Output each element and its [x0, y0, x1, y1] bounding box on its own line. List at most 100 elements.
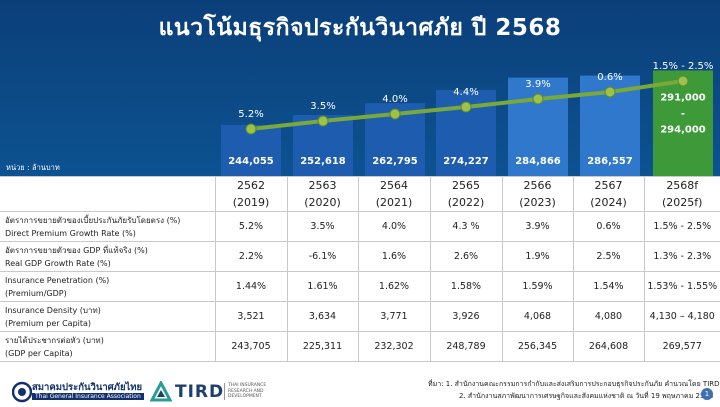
year-sub-label: (2021) [375, 196, 413, 209]
table-cell: 1.5% - 2.5% [643, 211, 720, 242]
row-label-en: (GDP per Capita) [5, 348, 73, 358]
table-cell: 4,080 [572, 301, 644, 332]
year-header: 2567 (2024) [572, 176, 644, 212]
table-cell: 269,577 [643, 331, 720, 362]
table-cell: 256,345 [501, 331, 573, 362]
row-label: Insurance Penetration (%) (Premium/GDP) [0, 271, 215, 302]
table-cell: 1.9% [501, 241, 573, 272]
table-cell: 225,311 [286, 331, 358, 362]
forecast-bar-label: 294,000 [660, 124, 706, 135]
table-cell: 243,705 [214, 331, 287, 362]
year-label: 2567 [594, 179, 623, 192]
source-note-2: 2. สำนักงานสภาพัฒนาการเศรษฐกิจและสังคมแห… [459, 392, 714, 400]
year-header: 2562 (2019) [214, 176, 287, 212]
tird-subtitle: THAI INSURANCE RESEARCH AND DEVELOPMENT [224, 383, 266, 400]
unit-label: หน่วย : ล้านบาท [6, 163, 60, 172]
table-cell: 2.5% [572, 241, 644, 272]
row-label: อัตราการขยายตัวของเบี้ยประกันภัยรับโดยตร… [0, 211, 215, 242]
tird-sub-line: DEVELOPMENT [228, 394, 262, 399]
table-cell: 4.0% [357, 211, 430, 242]
growth-point [460, 101, 472, 113]
year-label: 2563 [308, 179, 337, 192]
forecast-bar-label: 291,000 [660, 92, 706, 103]
year-label: 2568f [666, 179, 699, 192]
bar-value-label: 244,055 [228, 156, 274, 167]
data-table: 2562 (2019) 2563 (2020) 2564 (2021) 2565 (2022)… [0, 176, 720, 362]
table-row: Insurance Density (บาท) (Premium per Capi… [0, 301, 720, 332]
table-cell: 3.9% [501, 211, 573, 242]
table-cell: 232,302 [357, 331, 430, 362]
year-label: 2566 [523, 179, 552, 192]
table-cell: 1.58% [429, 271, 502, 302]
year-sub-label: (2023) [519, 196, 556, 209]
year-label: 2564 [380, 179, 408, 192]
table-cell: 4,130 – 4,180 [643, 301, 720, 332]
growth-label: 4.4% [453, 87, 478, 98]
header-corner [0, 176, 215, 212]
premium-chart: 244,055 252,618 262,795 274,227 284,866 286,5… [221, 61, 714, 176]
bar-value-label: 284,866 [515, 156, 561, 167]
row-label-en: Real GDP Growth Rate (%) [5, 258, 111, 268]
tird-sub-line: RESEARCH AND [228, 388, 264, 394]
year-sub-label: (2022) [447, 196, 485, 209]
tird-logo-icon [150, 381, 172, 402]
table-cell: 264,608 [572, 331, 644, 362]
growth-point [604, 86, 616, 98]
table-row: รายได้ประชากรต่อหัว (บาท) (GDP per Capita… [0, 331, 720, 362]
table-cell: 4.3 % [429, 211, 502, 242]
tgia-logo-icon [12, 381, 32, 403]
growth-point [317, 115, 329, 127]
table-cell: 3,926 [429, 301, 502, 332]
table-cell: 0.6% [572, 211, 644, 242]
source-note-1: ที่มา: 1. สำนักงานคณะกรรมการกำกับและส่งเ… [428, 380, 720, 388]
growth-label: 1.5% - 2.5% [653, 61, 714, 72]
growth-point [532, 93, 544, 105]
year-header: 2564 (2021) [357, 176, 430, 212]
year-sub-label: (2020) [304, 196, 341, 209]
table-cell: 5.2% [214, 211, 287, 242]
bar-value-label: 286,557 [587, 156, 633, 167]
year-header: 2563 (2020) [286, 176, 358, 212]
table-cell: 1.62% [357, 271, 430, 302]
row-label: อัตราการขยายตัวของ GDP ที่แท้จริง (%) Rea… [0, 241, 215, 272]
bar-value-label: 274,227 [443, 156, 489, 167]
year-label: 2565 [452, 179, 480, 192]
growth-point [389, 108, 401, 120]
row-label-th: Insurance Penetration (%) [5, 275, 110, 285]
table-cell: 3.5% [286, 211, 358, 242]
row-label-th: อัตราการขยายตัวของเบี้ยประกันภัยรับโดยตร… [5, 215, 181, 225]
bar-value-label: 262,795 [372, 156, 418, 167]
year-sub-label: (2024) [590, 196, 627, 209]
forecast-bar [653, 70, 713, 176]
year-label: 2562 [237, 179, 265, 192]
growth-point [677, 75, 689, 87]
page-title: แนวโน้มธุรกิจประกันวินาศภัย ปี 2568 [158, 15, 562, 41]
row-label-en: (Premium/GDP) [5, 288, 67, 298]
growth-label: 0.6% [597, 72, 622, 83]
row-label-th: รายได้ประชากรต่อหัว (บาท) [5, 335, 104, 345]
table-cell: 1.59% [501, 271, 573, 302]
page-number-badge: 1 [701, 388, 713, 400]
growth-label: 4.0% [382, 94, 407, 105]
table-cell: 3,521 [214, 301, 287, 332]
row-label: Insurance Density (บาท) (Premium per Capi… [0, 301, 215, 332]
table-cell: 1.61% [286, 271, 358, 302]
chart-banner: แนวโน้มธุรกิจประกันวินาศภัย ปี 2568 244,… [0, 0, 720, 176]
row-label: รายได้ประชากรต่อหัว (บาท) (GDP per Capita… [0, 331, 215, 362]
forecast-bar-label: - [681, 108, 685, 119]
table-cell: 2.6% [429, 241, 502, 272]
year-sub-label: (2025f) [662, 196, 703, 209]
table-cell: 1.3% - 2.3% [643, 241, 720, 272]
table-cell: 1.6% [357, 241, 430, 272]
growth-label: 5.2% [238, 109, 263, 120]
row-label-en: Direct Premium Growth Rate (%) [5, 228, 136, 238]
year-header: 2568f (2025f) [643, 176, 720, 212]
table-cell: 248,789 [429, 331, 502, 362]
table-row: อัตราการขยายตัวของ GDP ที่แท้จริง (%) Rea… [0, 241, 720, 272]
tgia-name-th: สมาคมประกันวินาศภัยไทย [32, 382, 143, 393]
table-header-row: 2562 (2019) 2563 (2020) 2564 (2021) 2565 (2022)… [0, 176, 720, 212]
year-sub-label: (2019) [232, 196, 270, 209]
growth-label: 3.9% [525, 79, 550, 90]
table-cell: 2.2% [214, 241, 287, 272]
table-row: อัตราการขยายตัวของเบี้ยประกันภัยรับโดยตร… [0, 211, 720, 242]
